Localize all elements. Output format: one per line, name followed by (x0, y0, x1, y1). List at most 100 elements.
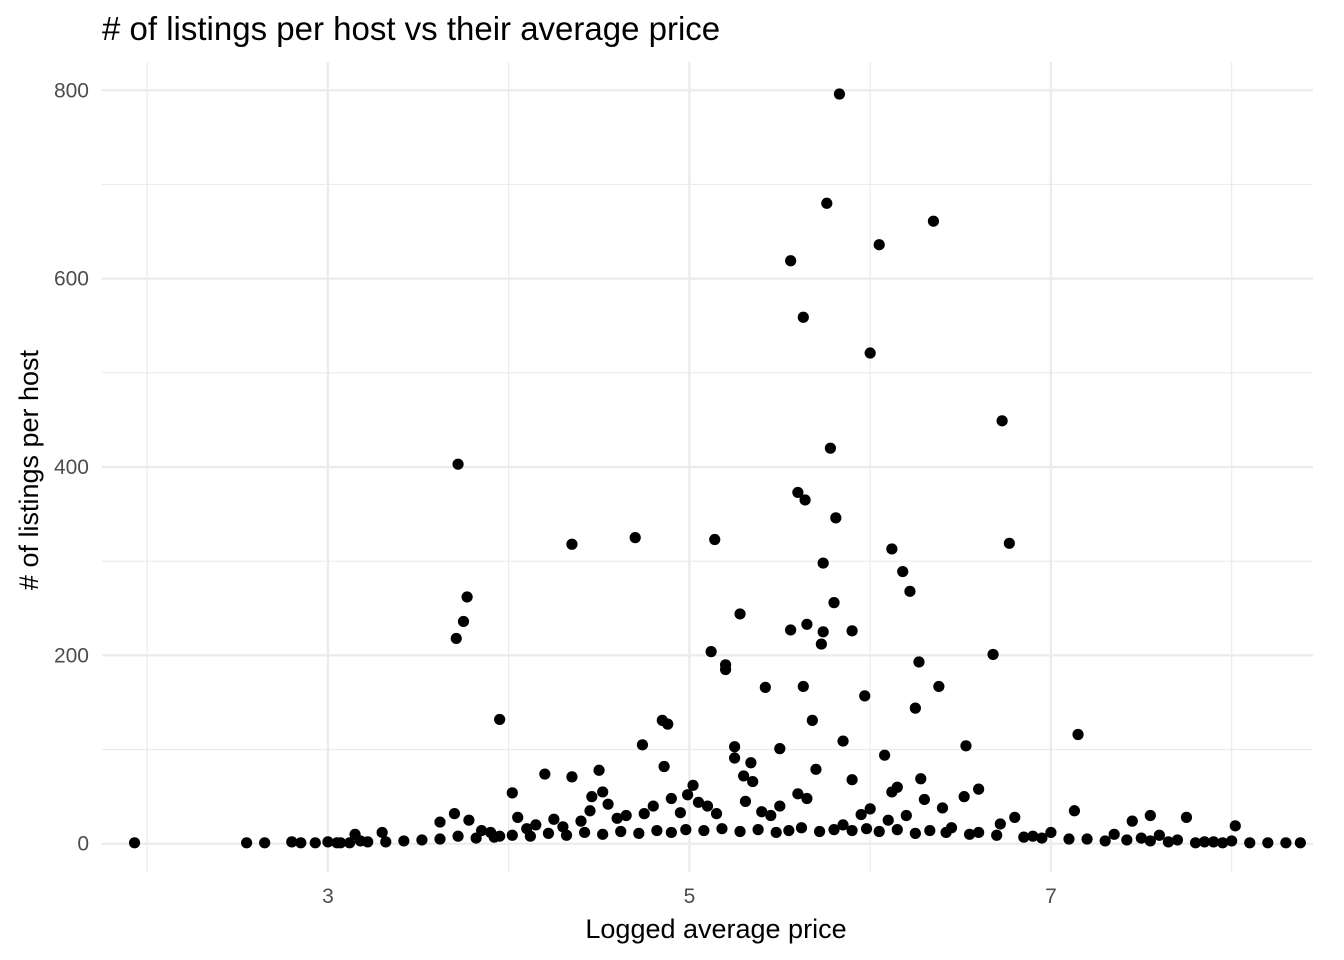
data-point (913, 656, 925, 668)
data-point (1262, 837, 1274, 849)
data-point (575, 815, 587, 827)
data-point (756, 806, 768, 818)
data-point (376, 826, 388, 839)
data-point (1294, 837, 1306, 849)
data-point (828, 597, 840, 609)
data-point (331, 837, 343, 849)
data-point (882, 814, 894, 826)
data-point (629, 532, 641, 544)
data-point (799, 494, 811, 506)
data-point (1171, 834, 1184, 846)
data-point (506, 829, 518, 841)
data-point (665, 826, 677, 839)
data-point (846, 774, 858, 786)
data-point (548, 813, 560, 825)
x-tick-label: 3 (322, 885, 334, 908)
y-tick-label: 0 (77, 833, 89, 856)
data-point (716, 823, 728, 835)
data-point (1226, 835, 1238, 847)
data-point (729, 752, 741, 764)
data-point (687, 779, 699, 791)
data-point (1068, 805, 1081, 817)
data-point (593, 764, 605, 776)
data-point (879, 749, 891, 761)
data-point (795, 822, 808, 834)
data-point (597, 786, 609, 798)
data-point (560, 829, 573, 841)
data-point (710, 808, 723, 820)
data-point (680, 824, 692, 836)
data-point (958, 791, 970, 803)
data-point (1081, 833, 1093, 845)
data-point (539, 768, 551, 780)
data-point (240, 837, 253, 849)
data-point (611, 812, 623, 824)
data-point (973, 783, 985, 795)
y-tick-label: 800 (54, 79, 89, 102)
data-point (709, 533, 721, 546)
data-point (752, 824, 764, 836)
data-point (759, 681, 771, 693)
data-point (1198, 836, 1211, 848)
data-point (806, 714, 818, 726)
data-point (322, 836, 334, 848)
data-point (647, 800, 659, 812)
data-point (860, 823, 873, 835)
data-point (1126, 815, 1138, 827)
data-point (801, 792, 813, 805)
data-point (416, 834, 428, 846)
data-point (904, 585, 916, 597)
x-tick-label: 5 (684, 885, 696, 908)
data-point (817, 557, 829, 569)
data-point (457, 615, 470, 628)
data-point (859, 690, 871, 702)
data-point (578, 826, 591, 839)
data-point (785, 624, 797, 636)
x-axis-title: Logged average price (585, 914, 846, 944)
data-point (745, 757, 757, 769)
data-point (1207, 836, 1220, 848)
data-point (636, 739, 649, 751)
data-point (783, 824, 795, 837)
data-point (494, 713, 506, 726)
data-point (665, 792, 677, 805)
data-point (488, 831, 500, 843)
data-point (1280, 837, 1292, 849)
data-point (821, 197, 833, 209)
y-tick-label: 200 (54, 644, 89, 667)
data-point (833, 88, 846, 100)
data-point (873, 825, 885, 838)
data-point (448, 808, 461, 820)
data-point (1189, 837, 1202, 849)
data-point (344, 837, 356, 849)
data-point (915, 773, 927, 785)
data-point (1153, 829, 1165, 841)
data-point (873, 239, 885, 251)
data-point (734, 608, 746, 620)
data-point (1217, 837, 1229, 849)
data-point (1144, 835, 1156, 847)
data-point (991, 829, 1003, 841)
data-point (461, 591, 473, 603)
data-point (813, 825, 826, 838)
data-point (846, 625, 858, 637)
data-point (765, 809, 777, 822)
data-point (662, 718, 674, 730)
data-point (830, 512, 842, 524)
data-point (638, 808, 650, 820)
y-axis-title: # of listings per host (14, 349, 44, 590)
data-point (705, 646, 717, 658)
data-point (1045, 826, 1057, 839)
data-point (452, 830, 464, 842)
data-point (512, 811, 524, 823)
data-point (259, 837, 271, 849)
data-point (801, 618, 813, 630)
data-point (470, 832, 482, 844)
data-point (1003, 537, 1015, 549)
data-point (674, 807, 686, 819)
data-point (987, 648, 999, 661)
data-point (824, 442, 837, 454)
data-point (1162, 836, 1175, 848)
data-point (1229, 820, 1241, 832)
data-point (891, 781, 903, 793)
